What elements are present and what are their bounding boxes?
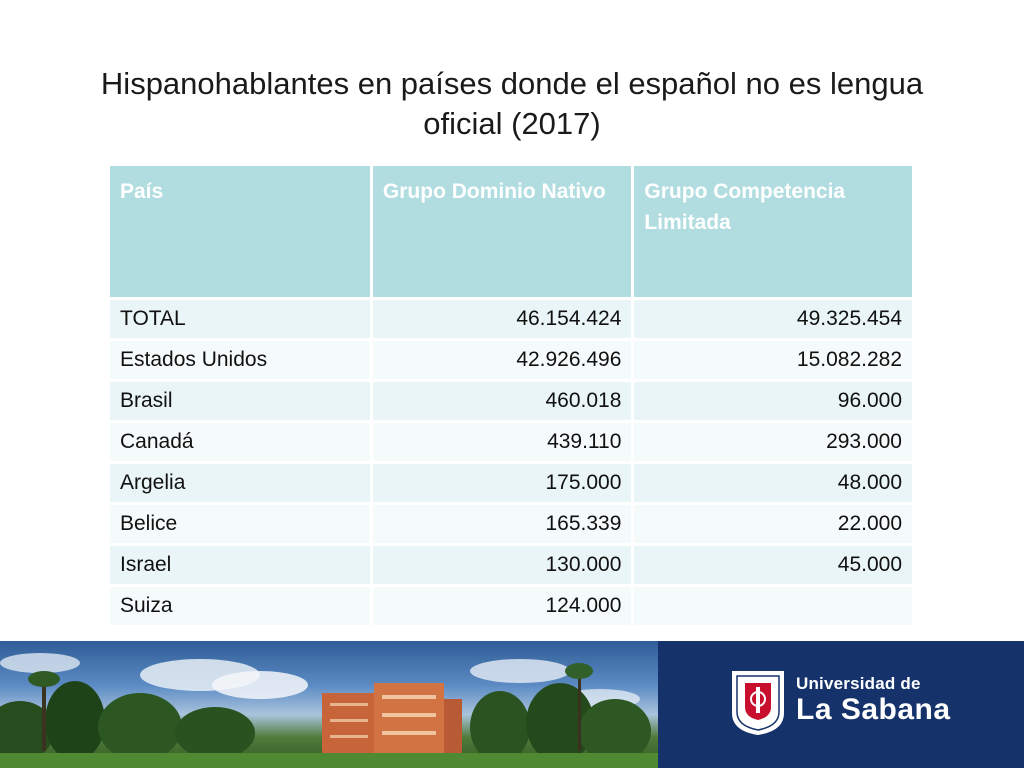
- cell-country: Argelia: [110, 462, 373, 505]
- cell-limitada: 96.000: [632, 380, 915, 423]
- cell-nativo: 46.154.424: [371, 298, 635, 341]
- brand-line-2: La Sabana: [796, 693, 951, 726]
- cell-nativo: 165.339: [371, 503, 635, 546]
- cell-country: TOTAL: [110, 298, 373, 341]
- cell-country: Belice: [110, 503, 373, 546]
- table-row: Israel 130.000 45.000: [110, 544, 915, 587]
- header-pais: País: [110, 166, 373, 300]
- campus-photo: [0, 641, 658, 768]
- cell-limitada: 293.000: [632, 421, 915, 464]
- cell-country: Canadá: [110, 421, 373, 464]
- table-row: TOTAL 46.154.424 49.325.454: [110, 298, 915, 341]
- cell-country: Brasil: [110, 380, 373, 423]
- cell-nativo: 175.000: [371, 462, 635, 505]
- campus-illustration: [0, 653, 658, 768]
- cell-nativo: 130.000: [371, 544, 635, 587]
- table-row: Brasil 460.018 96.000: [110, 380, 915, 423]
- footer-brand-panel: [658, 641, 1024, 768]
- cell-country: Suiza: [110, 585, 373, 628]
- cell-country: Israel: [110, 544, 373, 587]
- cell-limitada: 22.000: [632, 503, 915, 546]
- cell-nativo: 42.926.496: [371, 339, 635, 382]
- cell-limitada: 49.325.454: [632, 298, 915, 341]
- table-header-row: País Grupo Dominio Nativo Grupo Competen…: [110, 166, 915, 300]
- cell-nativo: 460.018: [371, 380, 635, 423]
- cell-limitada: 48.000: [632, 462, 915, 505]
- cell-country: Estados Unidos: [110, 339, 373, 382]
- table-row: Suiza 124.000: [110, 585, 915, 628]
- table-row: Argelia 175.000 48.000: [110, 462, 915, 505]
- table-row: Estados Unidos 42.926.496 15.082.282: [110, 339, 915, 382]
- cell-limitada: [632, 585, 915, 628]
- cell-limitada: 15.082.282: [632, 339, 915, 382]
- table-row: Canadá 439.110 293.000: [110, 421, 915, 464]
- header-grupo-dominio-nativo: Grupo Dominio Nativo: [371, 166, 635, 300]
- cell-nativo: 439.110: [371, 421, 635, 464]
- header-grupo-competencia-limitada: Grupo Competencia Limitada: [632, 166, 915, 300]
- university-seal-logo: [732, 671, 784, 735]
- data-table: País Grupo Dominio Nativo Grupo Competen…: [110, 166, 915, 628]
- cell-limitada: 45.000: [632, 544, 915, 587]
- table-row: Belice 165.339 22.000: [110, 503, 915, 546]
- slide-title: Hispanohablantes en países donde el espa…: [100, 66, 924, 141]
- cell-nativo: 124.000: [371, 585, 635, 628]
- brand-line-1: Universidad de: [796, 674, 921, 693]
